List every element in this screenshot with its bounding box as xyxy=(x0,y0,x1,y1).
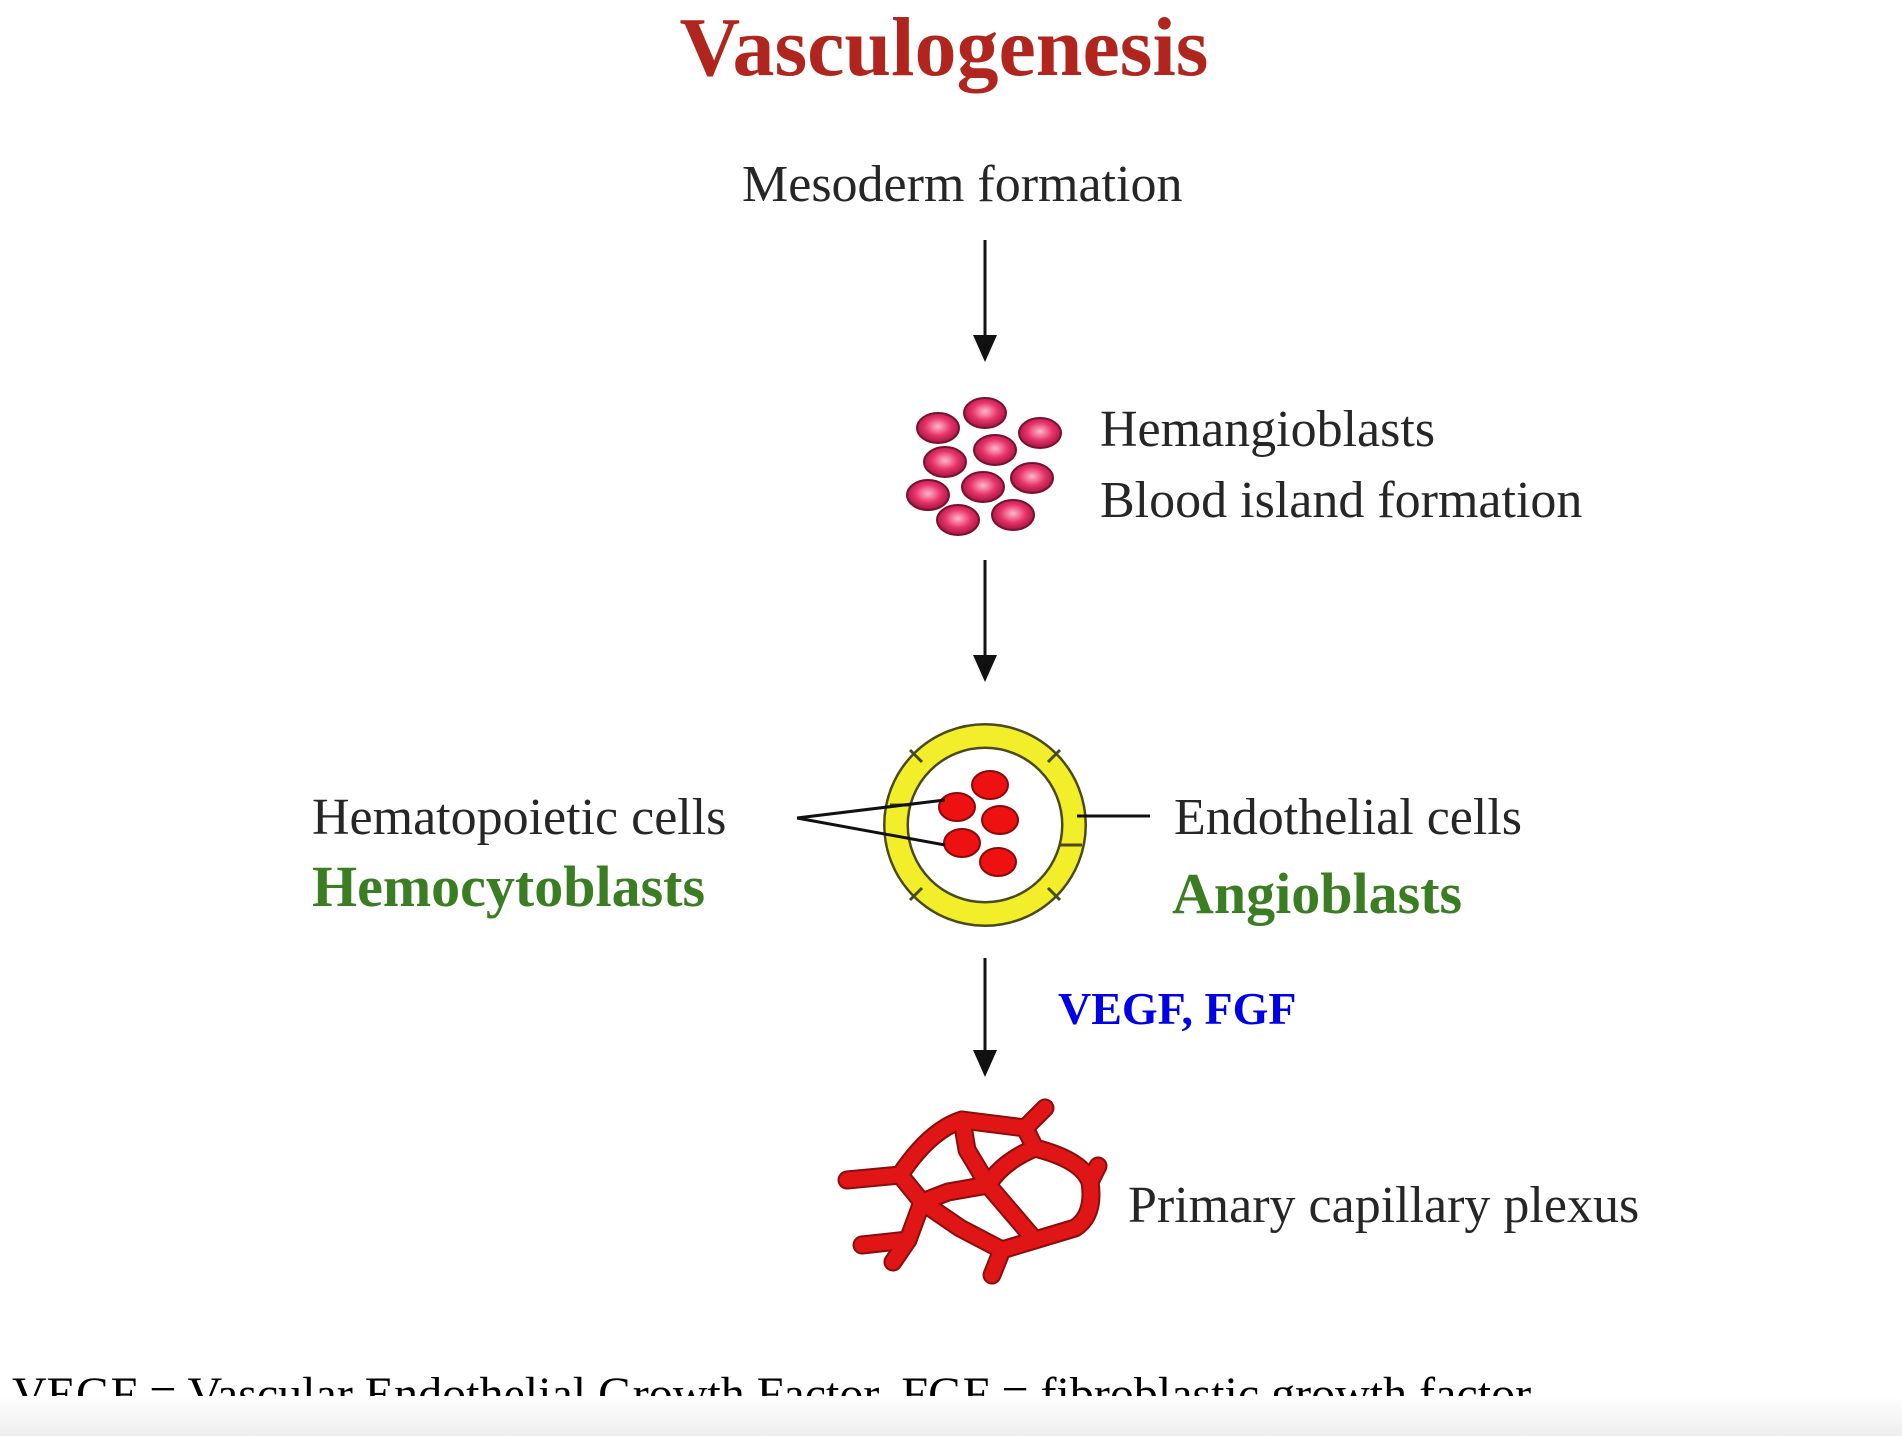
arrow-1 xyxy=(973,240,997,362)
hemangioblast-cell xyxy=(916,412,960,444)
label-plexus: Primary capillary plexus xyxy=(1128,1177,1639,1234)
capillary-plexus xyxy=(837,1098,1108,1285)
label-growth-factors: VEGF, FGF xyxy=(1058,983,1297,1034)
hemangioblast-cell xyxy=(923,446,967,478)
hemangioblast-cell xyxy=(1018,417,1062,449)
hemangioblast-cell xyxy=(973,434,1017,466)
blood-island-ring xyxy=(883,723,1087,927)
hematopoietic-cell xyxy=(979,847,1017,877)
hemangioblast-cell xyxy=(991,499,1035,531)
hemangioblast-cell xyxy=(961,471,1005,503)
label-angioblasts: Angioblasts xyxy=(1172,861,1462,926)
arrow-2 xyxy=(973,560,997,682)
hematopoietic-cell xyxy=(938,792,976,822)
label-mesoderm: Mesoderm formation xyxy=(742,156,1182,213)
hemangioblast-cell xyxy=(936,504,980,536)
hemangioblast-cluster xyxy=(906,397,1062,536)
label-hemocytoblasts: Hemocytoblasts xyxy=(312,854,705,919)
arrow-3 xyxy=(973,958,997,1077)
hematopoietic-cell xyxy=(971,770,1009,800)
hematopoietic-cell xyxy=(943,828,981,858)
label-hematopoietic: Hematopoietic cells xyxy=(312,789,726,846)
page-title: Vasculogenesis xyxy=(680,1,1209,94)
bottom-shade xyxy=(0,1396,1902,1436)
label-hemangioblasts: Hemangioblasts xyxy=(1100,401,1435,458)
hematopoietic-cell xyxy=(981,805,1019,835)
label-endothelial: Endothelial cells xyxy=(1174,789,1522,846)
label-blood-island: Blood island formation xyxy=(1100,472,1582,529)
hematopoietic-pointer-lines xyxy=(796,798,946,847)
hemangioblast-cell xyxy=(963,397,1007,429)
hematopoietic-cell-group xyxy=(938,770,1019,877)
hemangioblast-cell xyxy=(906,479,950,511)
hemangioblast-cell xyxy=(1010,462,1054,494)
